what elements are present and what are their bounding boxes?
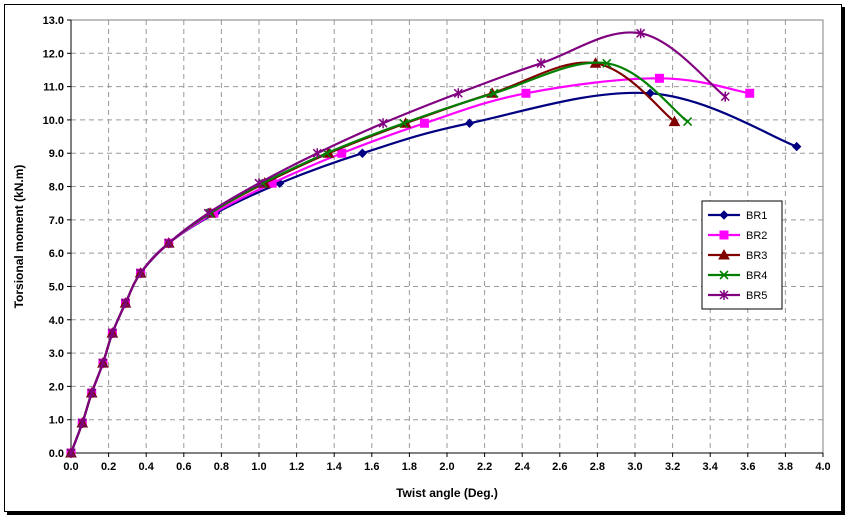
legend-label: BR1 xyxy=(746,210,767,222)
x-tick-label: 1.2 xyxy=(289,461,304,473)
x-tick-label: 2.6 xyxy=(552,461,567,473)
series-br2 xyxy=(66,73,755,458)
data-point xyxy=(136,268,146,279)
series-line xyxy=(69,61,689,454)
y-tick-label: 1.0 xyxy=(49,415,64,427)
data-point xyxy=(668,115,681,127)
data-point xyxy=(602,58,612,68)
y-tick-label: 8.0 xyxy=(49,182,64,194)
data-point xyxy=(683,117,693,127)
x-tick-label: 2.4 xyxy=(515,461,531,473)
x-tick-label: 1.0 xyxy=(251,461,266,473)
x-tick-label: 3.6 xyxy=(740,461,755,473)
data-point xyxy=(77,418,87,429)
series-br4 xyxy=(66,58,693,458)
legend-item-br5: BR5 xyxy=(708,290,767,302)
legend-marker xyxy=(719,270,729,280)
data-point xyxy=(66,448,76,458)
x-tick-label: 3.2 xyxy=(665,461,680,473)
x-tick-label: 3.8 xyxy=(778,461,793,473)
data-point xyxy=(98,358,108,369)
series-group xyxy=(65,28,802,458)
y-tick-label: 0.0 xyxy=(49,448,64,460)
legend-label: BR3 xyxy=(746,250,767,262)
legend-marker xyxy=(719,210,729,220)
data-point xyxy=(357,148,368,158)
data-point xyxy=(720,91,730,102)
x-tick-label: 2.0 xyxy=(439,461,454,473)
series-br3 xyxy=(65,57,681,458)
axes: 0.0 0.2 0.4 0.6 0.8 1.0 1.2 1.4 1.6 1.8 2.0 2.2 2.4 2… xyxy=(43,15,831,473)
y-tick-label: 3.0 xyxy=(49,348,64,360)
legend-marker xyxy=(719,230,729,240)
legend-label: BR4 xyxy=(746,270,767,282)
y-tick-label: 7.0 xyxy=(49,215,64,227)
data-point xyxy=(464,118,475,128)
legend-item-br4: BR4 xyxy=(708,270,767,282)
data-point xyxy=(453,88,463,99)
y-tick-label: 5.0 xyxy=(49,281,64,293)
data-point xyxy=(164,238,174,249)
y-tick-label: 12.0 xyxy=(43,48,64,60)
data-point xyxy=(791,141,802,152)
x-tick-label: 3.4 xyxy=(703,461,719,473)
y-tick-label: 10.0 xyxy=(43,115,64,127)
y-tick-label: 11.0 xyxy=(43,82,64,94)
x-axis-title: Twist angle (Deg.) xyxy=(396,486,498,500)
x-tick-label: 2.8 xyxy=(590,461,605,473)
series-line xyxy=(69,61,676,454)
x-tick-label: 2.2 xyxy=(477,461,492,473)
legend: BR1 BR2 BR3 BR4 BR5 xyxy=(701,200,783,310)
legend-label: BR2 xyxy=(746,230,767,242)
series-br5 xyxy=(66,28,730,458)
data-point xyxy=(636,28,646,39)
data-point xyxy=(120,298,131,309)
data-point xyxy=(654,73,664,83)
y-tick-label: 4.0 xyxy=(49,315,64,327)
x-tick-label: 3.0 xyxy=(627,461,642,473)
data-point xyxy=(419,118,429,128)
x-tick-label: 0.2 xyxy=(101,461,116,473)
legend-item-br2: BR2 xyxy=(708,230,767,242)
data-point xyxy=(489,88,499,98)
series-br1 xyxy=(66,88,802,458)
data-point xyxy=(399,118,409,128)
data-point xyxy=(107,328,117,339)
y-tick-label: 6.0 xyxy=(49,248,64,260)
y-tick-label: 13.0 xyxy=(43,15,64,27)
y-tick-label: 9.0 xyxy=(49,148,64,160)
chart-frame: 0.0 0.2 0.4 0.6 0.8 1.0 1.2 1.4 1.6 1.8 2.0 2.2 2.4 2… xyxy=(4,4,842,512)
legend-item-br3: BR3 xyxy=(708,248,767,262)
legend-marker xyxy=(718,248,730,260)
series-line xyxy=(69,91,798,454)
data-point xyxy=(378,118,388,129)
x-tick-label: 1.6 xyxy=(364,461,379,473)
data-point xyxy=(536,58,546,69)
line-chart: 0.0 0.2 0.4 0.6 0.8 1.0 1.2 1.4 1.6 1.8 2.0 2.2 2.4 2… xyxy=(12,15,831,500)
data-point xyxy=(521,88,531,98)
data-point xyxy=(312,148,322,159)
y-axis-title: Torsional moment (kN.m) xyxy=(12,165,26,309)
x-tick-label: 0.6 xyxy=(176,461,191,473)
legend-label: BR5 xyxy=(746,290,767,302)
x-tick-label: 0.0 xyxy=(63,461,78,473)
x-tick-label: 0.4 xyxy=(139,461,155,473)
x-tick-label: 4.0 xyxy=(815,461,830,473)
data-point xyxy=(87,388,97,399)
series-line xyxy=(69,77,750,454)
y-tick-label: 2.0 xyxy=(49,381,64,393)
x-tick-label: 1.8 xyxy=(402,461,417,473)
data-point xyxy=(203,208,213,219)
data-point xyxy=(745,88,755,98)
legend-marker xyxy=(719,290,729,300)
x-tick-label: 0.8 xyxy=(214,461,229,473)
legend-item-br1: BR1 xyxy=(708,210,767,222)
data-point xyxy=(254,178,264,189)
data-point xyxy=(337,148,347,158)
x-tick-label: 1.4 xyxy=(327,461,343,473)
